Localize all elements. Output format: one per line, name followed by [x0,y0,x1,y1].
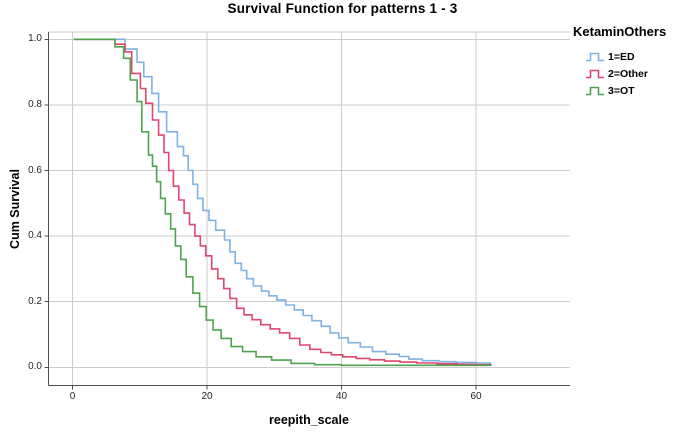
legend-label: 3=OT [608,84,635,97]
x-tick-label: 0 [69,391,76,402]
legend-title: KetaminOthers [573,24,667,39]
legend-step-line-icon [586,52,604,61]
y-tick-label: 1.0 [28,33,42,45]
y-tick-label: 0.4 [28,230,42,242]
legend-label: 1=ED [608,50,635,63]
survival-curve-2-other [73,38,492,366]
legend-entries: 1=ED 2=Other 3=OT [573,48,685,99]
x-tick-label: 60 [470,391,482,402]
x-tick-label: 40 [335,391,348,402]
y-tick-label: 0.8 [28,98,42,110]
legend-entry: 1=ED [585,48,685,65]
x-tick-label: 20 [201,391,213,402]
survival-curve-1-ed [73,38,492,365]
legend-entry: 3=OT [585,82,685,99]
legend-step-line-icon [586,86,604,95]
chart-title: Survival Function for patterns 1 - 3 [227,1,458,16]
y-tick-label: 0.6 [28,164,42,176]
survival-curve-3-ot [73,38,492,367]
legend-entry: 2=Other [585,65,685,82]
legend-step-line-icon [586,69,604,78]
y-tick-label: 0.0 [28,361,42,373]
y-tick-label: 0.2 [28,295,42,307]
legend-label: 2=Other [608,67,648,80]
x-axis-title: reepith_scale [269,413,349,427]
legend: KetaminOthers 1=ED 2=Other 3=OT [573,24,685,99]
